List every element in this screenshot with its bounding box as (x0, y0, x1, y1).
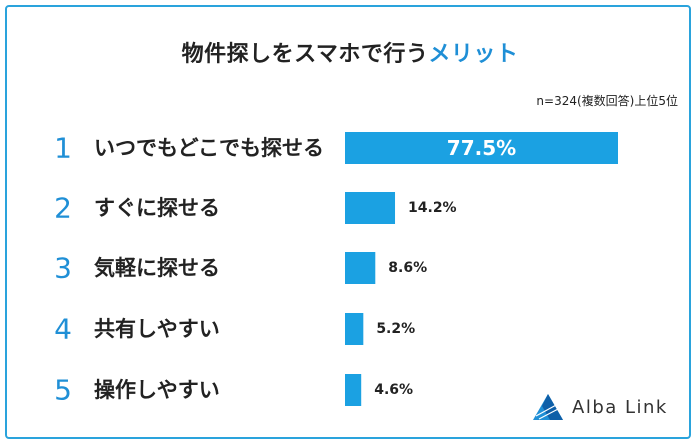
sample-note: n=324(複数回答)上位5位 (536, 94, 678, 108)
bar (345, 192, 396, 224)
rank-number: 1 (54, 132, 72, 165)
rank-number: 2 (54, 192, 72, 225)
category-label: 操作しやすい (94, 378, 220, 402)
rank-number: 4 (54, 313, 72, 346)
category-label: 気軽に探せる (94, 256, 220, 280)
value-label: 4.6% (374, 382, 413, 398)
category-label: すぐに探せる (94, 196, 220, 220)
logo-text: Alba Link (572, 396, 668, 418)
alba-link-logo-icon (533, 394, 563, 420)
chart-title: 物件探しをスマホで行うメリット (0, 36, 700, 68)
value-label: 14.2% (408, 200, 457, 216)
rank-number: 3 (54, 252, 72, 285)
category-label: いつでもどこでも探せる (94, 136, 324, 160)
bar (345, 132, 618, 164)
chart-frame (5, 5, 691, 439)
value-label: 8.6% (388, 260, 427, 276)
value-label: 5.2% (376, 321, 415, 337)
bar (345, 252, 376, 284)
title-accent: メリット (428, 42, 519, 67)
alba-link-logo: Alba Link (532, 392, 668, 422)
bar (345, 313, 364, 345)
rank-number: 5 (54, 374, 72, 407)
title-main: 物件探しをスマホで行う (181, 42, 429, 67)
bar (345, 374, 362, 406)
value-label: 77.5% (447, 136, 516, 160)
category-label: 共有しやすい (94, 317, 220, 341)
